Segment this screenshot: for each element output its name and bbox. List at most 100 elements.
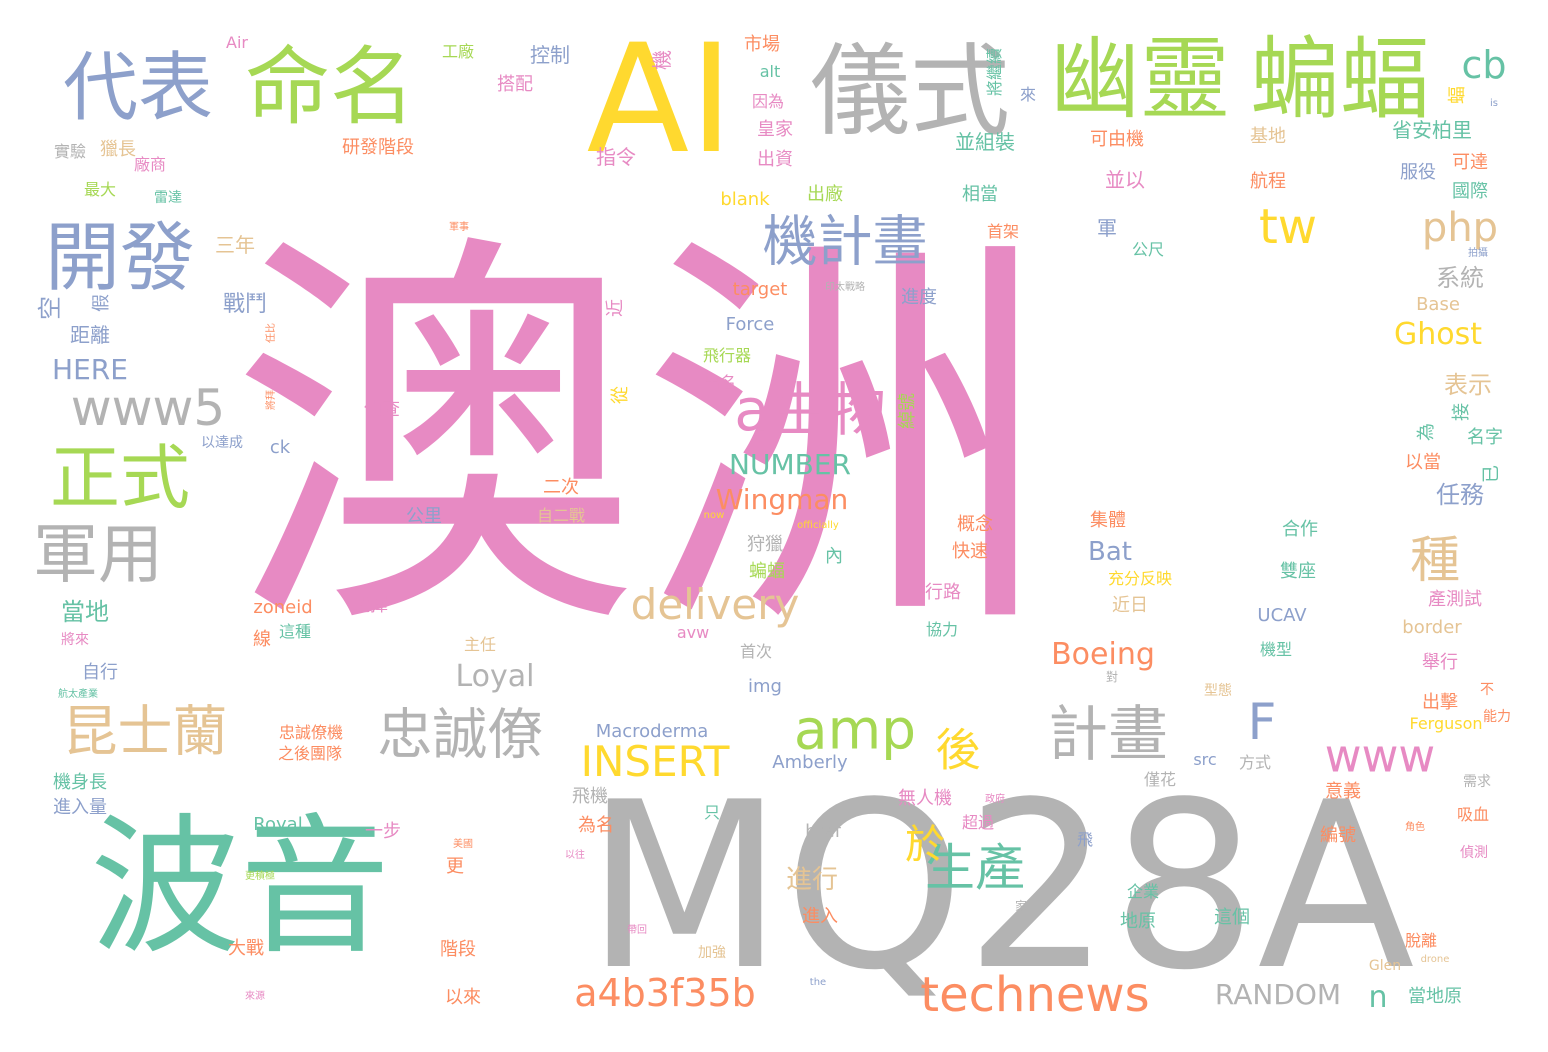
cloud-word: 三年 [215,233,255,257]
cloud-word: delivery [630,580,800,629]
cloud-word: 戰鬥 [222,292,268,317]
cloud-word: 企業 [1126,882,1160,901]
cloud-word: 自二戰 [536,506,586,525]
cloud-word: 進度 [901,287,937,308]
cloud-word: 這種 [278,622,312,641]
cloud-word: 方式 [1238,753,1272,772]
cloud-word: 一步 [365,821,401,842]
cloud-word: 可達 [1452,152,1488,173]
cloud-word: 任務 [1436,481,1484,509]
cloud-word: 從 [610,386,631,404]
cloud-word: 政府 [985,794,1005,805]
cloud-word: 省安柏里 [1392,118,1472,142]
cloud-word: 這個 [1214,907,1250,928]
cloud-word: 雙座 [1280,561,1316,582]
cloud-word: 於 [905,822,945,868]
cloud-word: 皇家 [757,119,793,140]
cloud-word: 只 [703,803,721,822]
cloud-word: 型態 [1204,683,1232,699]
cloud-word: 美國 [453,839,473,850]
cloud-word: 線 [253,629,271,650]
cloud-word: Royal [253,814,303,835]
cloud-word: 軍用 [32,517,164,593]
cloud-word: 實驗 [53,142,87,161]
cloud-word: a4b3f35b [574,971,756,1015]
cloud-word: 以當 [1405,452,1441,473]
cloud-word: 生產 [925,839,1025,897]
cloud-word: drone [1420,954,1450,965]
cloud-word: 儀式 [810,33,1010,150]
cloud-word: 波音 [89,801,391,975]
cloud-word: 機型 [1259,640,1293,659]
cloud-word: www5 [70,379,226,437]
cloud-word: 地原 [1120,911,1156,932]
cloud-word: 搭配 [497,74,533,95]
cloud-word: 無人機 [898,788,952,809]
cloud-word: 可由機 [1090,129,1144,150]
cloud-word: 選擇 [352,595,388,616]
cloud-word: now [703,510,725,521]
cloud-word: 軍 [1097,216,1117,240]
cloud-word: AI [586,13,734,187]
cloud-word: Boeing [1051,637,1155,672]
cloud-word: php [1421,205,1499,251]
cloud-word: 公尺 [1131,240,1165,259]
cloud-word: 表示 [1444,371,1492,399]
cloud-word: 集體 [1090,510,1126,531]
cloud-word: 主任 [463,635,497,654]
cloud-word: 來 [1019,85,1037,104]
cloud-word: 內 [825,546,843,567]
cloud-word: 偵查 [364,399,400,420]
cloud-word: 航太產業 [58,689,98,700]
cloud-word: 命名 [244,38,416,138]
cloud-word: UCAV [1257,605,1307,626]
cloud-word: 帶回 [627,925,647,936]
cloud-word: alt [759,62,781,81]
cloud-word: ck [269,437,291,458]
cloud-word: 偵測 [1460,845,1488,861]
cloud-word: the [809,977,827,988]
cloud-word: technews [920,967,1150,1023]
cloud-word: 為名 [578,815,614,836]
cloud-word: n [1368,980,1388,1015]
cloud-word: 基地 [1250,126,1286,147]
cloud-word: Wingman [715,483,849,516]
cloud-word: 開發 [44,213,196,302]
cloud-word: 忠誠僚 [377,702,543,767]
cloud-word: 任比 [266,323,277,343]
cloud-word: 出廠 [807,184,843,205]
cloud-word: 當地 [61,598,109,626]
cloud-word: a生物 [734,376,886,444]
cloud-word: 快速 [952,541,988,562]
cloud-word: avw [676,623,710,642]
cloud-word: Base [1416,294,1460,315]
cloud-word: 機身長 [53,772,107,793]
cloud-word: Amberly [772,752,848,773]
cloud-word: 之後團隊 [277,744,343,763]
cloud-word: 行路 [925,582,961,603]
cloud-word: 充分反映 [1107,569,1173,588]
cloud-word: 工廠 [441,42,475,61]
cloud-word: 幽靈 [1050,27,1230,132]
cloud-word: 相當 [962,184,998,205]
cloud-word: 接 [1451,403,1472,421]
cloud-word: 脫離 [1404,931,1438,950]
cloud-word: INSERT [580,737,730,786]
cloud-word: 控制 [530,43,570,67]
cloud-word: 代表 [62,43,214,132]
cloud-word: 進入 [802,906,838,927]
cloud-word: 並以 [1105,168,1145,192]
cloud-word: 來源 [245,991,265,1002]
cloud-word: 出名 [703,373,737,392]
cloud-word: 軍事 [449,222,469,233]
cloud-word: 出擊 [1422,692,1458,713]
cloud-word: 計畫 [1048,700,1168,770]
cloud-word: 以往 [565,850,585,861]
cloud-word: is [1490,98,1498,109]
cloud-word: Macroderma [595,721,709,742]
cloud-word: 獵長 [100,139,136,160]
cloud-word: zoneid [253,597,313,618]
cloud-word: 合作 [1282,519,1318,540]
cloud-word: 將拜 [266,390,277,410]
cloud-word: 飛機 [572,786,608,807]
